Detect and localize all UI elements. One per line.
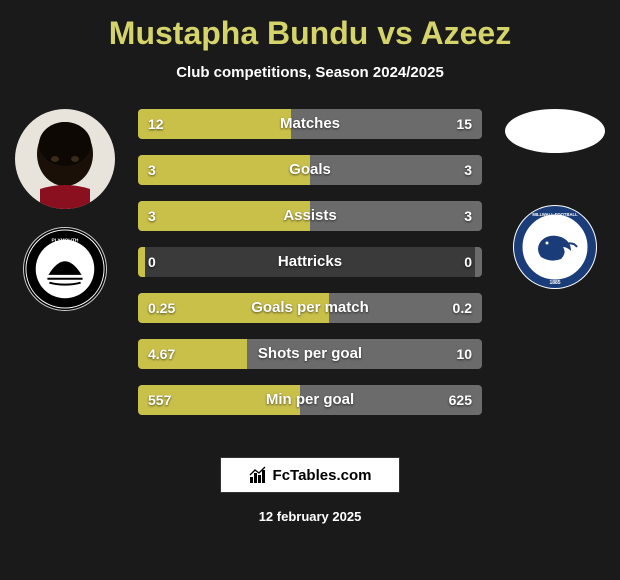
stat-label: Matches bbox=[138, 109, 482, 139]
stat-value-left: 3 bbox=[148, 155, 156, 185]
millwall-badge-icon: MILLWALL FOOTBALL 1885 bbox=[513, 205, 597, 289]
footer-date: 12 february 2025 bbox=[0, 509, 620, 524]
stat-row: Hattricks0 0 bbox=[138, 247, 482, 277]
stat-value-right: 0.2 bbox=[453, 293, 472, 323]
right-player-avatar bbox=[505, 109, 605, 153]
stat-value-right: 15 bbox=[456, 109, 472, 139]
right-club-badge: MILLWALL FOOTBALL 1885 bbox=[513, 205, 597, 289]
site-brand-text: FcTables.com bbox=[273, 467, 372, 484]
stat-label: Min per goal bbox=[138, 385, 482, 415]
stat-label: Shots per goal bbox=[138, 339, 482, 369]
stat-row: Min per goal557 625 bbox=[138, 385, 482, 415]
svg-text:MILLWALL FOOTBALL: MILLWALL FOOTBALL bbox=[532, 212, 578, 217]
stat-value-right: 10 bbox=[456, 339, 472, 369]
stat-value-left: 0 bbox=[148, 247, 156, 277]
stat-value-left: 3 bbox=[148, 201, 156, 231]
player-head-icon bbox=[25, 119, 105, 209]
svg-text:PLYMOUTH: PLYMOUTH bbox=[52, 238, 79, 244]
stat-row: Matches12 15 bbox=[138, 109, 482, 139]
stats-bars: Matches1215Goals33Assists33Hattricks00Go… bbox=[138, 109, 482, 431]
stat-value-right: 0 bbox=[464, 247, 472, 277]
stat-row: Goals per match0.25 0.2 bbox=[138, 293, 482, 323]
right-player-column: MILLWALL FOOTBALL 1885 bbox=[500, 109, 610, 289]
site-brand-badge: FcTables.com bbox=[220, 457, 400, 493]
stat-value-right: 3 bbox=[464, 201, 472, 231]
stat-value-right: 3 bbox=[464, 155, 472, 185]
left-player-column: PLYMOUTH bbox=[10, 109, 120, 311]
stat-value-left: 12 bbox=[148, 109, 164, 139]
stat-label: Hattricks bbox=[138, 247, 482, 277]
stat-label: Goals per match bbox=[138, 293, 482, 323]
page-title: Mustapha Bundu vs Azeez bbox=[0, 15, 620, 52]
stat-label: Assists bbox=[138, 201, 482, 231]
stat-value-left: 0.25 bbox=[148, 293, 175, 323]
stat-row: Assists3 3 bbox=[138, 201, 482, 231]
left-player-avatar bbox=[15, 109, 115, 209]
plymouth-badge-icon: PLYMOUTH bbox=[24, 228, 106, 310]
subtitle: Club competitions, Season 2024/2025 bbox=[0, 64, 620, 81]
main-area: PLYMOUTH MILLWALL FOOTBALL 1885 Matche bbox=[0, 109, 620, 439]
stat-value-left: 557 bbox=[148, 385, 171, 415]
stat-row: Shots per goal4.67 10 bbox=[138, 339, 482, 369]
stat-value-right: 625 bbox=[449, 385, 472, 415]
stat-value-left: 4.67 bbox=[148, 339, 175, 369]
left-club-badge: PLYMOUTH bbox=[23, 227, 107, 311]
comparison-widget: Mustapha Bundu vs Azeez Club competition… bbox=[0, 0, 620, 580]
chart-icon bbox=[249, 466, 267, 484]
stat-label: Goals bbox=[138, 155, 482, 185]
svg-text:1885: 1885 bbox=[549, 280, 560, 286]
stat-row: Goals3 3 bbox=[138, 155, 482, 185]
